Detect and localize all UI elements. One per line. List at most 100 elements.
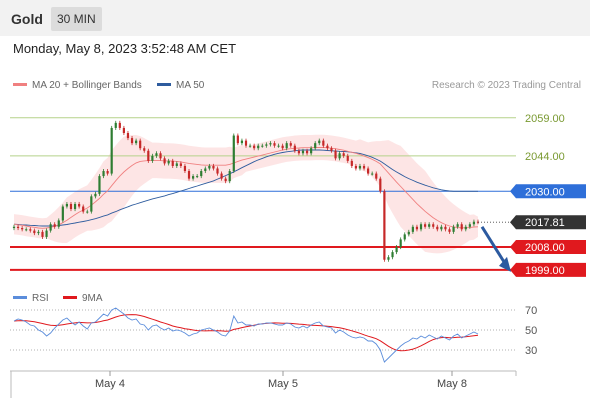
candle-body: [289, 143, 292, 146]
candle-body: [411, 226, 414, 232]
candle-body: [387, 257, 390, 260]
candle-body: [118, 122, 121, 128]
candle-body: [314, 143, 317, 149]
candle-body: [240, 140, 244, 144]
legend-swatch: [63, 295, 77, 299]
legend-label: RSI: [32, 293, 49, 304]
candle-body: [350, 160, 353, 166]
candle-body: [12, 226, 16, 229]
candle-body: [220, 173, 223, 179]
candle-body: [45, 230, 48, 237]
candle-body: [94, 193, 97, 197]
last-price-label: 2017.81: [525, 217, 565, 229]
forecast-arrow-head: [499, 256, 511, 272]
candle-body: [163, 158, 166, 164]
candle-body: [326, 145, 329, 149]
candle-body: [196, 176, 199, 178]
level-label-pivot: 2030.00: [525, 186, 565, 198]
candle-body: [200, 171, 203, 177]
candle-body: [49, 224, 52, 231]
candle-body: [167, 160, 170, 164]
candle-body: [468, 224, 471, 227]
candle-body: [261, 145, 264, 147]
candle-body: [342, 153, 345, 156]
candle-body: [208, 165, 211, 169]
candle-body: [436, 226, 439, 230]
legend-label: MA 20 + Bollinger Bands: [32, 80, 142, 91]
timeframe-badge[interactable]: 30 MIN: [51, 7, 102, 31]
candle-body: [265, 144, 268, 146]
candle-body: [253, 145, 256, 149]
candle-body: [228, 171, 231, 182]
candle-body: [285, 143, 288, 149]
candle-body: [448, 229, 451, 232]
forecast-arrow-shaft: [480, 225, 506, 263]
candle-body: [464, 226, 467, 230]
legend-swatch: [13, 295, 27, 299]
x-tick-label: May 8: [437, 378, 467, 390]
candle-body: [41, 231, 44, 237]
candle-body: [452, 226, 455, 232]
candle-body: [16, 226, 20, 229]
candle-body: [305, 150, 309, 154]
candle-body: [269, 143, 272, 145]
header-bar: Gold 30 MIN: [0, 0, 590, 36]
legend-swatch: [13, 82, 27, 86]
rsi-level-label: 30: [525, 345, 537, 357]
candle-body: [65, 203, 69, 207]
candle-body: [273, 143, 276, 146]
candle-body: [428, 224, 431, 227]
candle-body: [151, 155, 154, 161]
level-tag-support: [510, 262, 586, 277]
credit-text: Research © 2023 Trading Central: [431, 80, 581, 91]
level-label-support: 2008.00: [525, 242, 565, 254]
candle-body: [375, 173, 378, 179]
candle-body: [57, 220, 60, 227]
x-tick-label: May 4: [95, 378, 125, 390]
candle-body: [330, 148, 333, 151]
candle-body: [338, 153, 341, 159]
candle-body: [257, 145, 260, 149]
level-label-resistance: 2059.00: [525, 113, 565, 125]
x-tick-label: May 5: [268, 378, 298, 390]
instrument-title: Gold: [11, 11, 43, 27]
candle-body: [102, 171, 105, 177]
candle-body: [106, 171, 109, 174]
rsi-line: [13, 307, 479, 363]
candle-body: [395, 247, 398, 253]
ma50-line: [13, 149, 478, 227]
candle-body: [171, 160, 174, 166]
candle-body: [204, 168, 207, 172]
candle-body: [135, 140, 138, 144]
candle-body: [86, 211, 89, 213]
candle-body: [391, 252, 394, 258]
candle-body: [383, 191, 386, 260]
candle-body: [82, 206, 85, 212]
candle-body: [143, 148, 146, 151]
candle-body: [472, 221, 476, 225]
candle-body: [460, 224, 463, 230]
candle-body: [175, 163, 178, 166]
timestamp: Monday, May 8, 2023 3:52:48 AM CET: [13, 41, 237, 56]
candle-body: [301, 150, 305, 154]
candle-body: [191, 176, 195, 179]
candle-body: [155, 153, 158, 156]
legend-rsi: RSI: [13, 293, 49, 304]
candle-body: [318, 140, 321, 144]
candle-body: [53, 224, 56, 227]
candle-body: [456, 224, 459, 227]
candle-body: [130, 138, 134, 144]
candle-body: [379, 178, 382, 192]
candle-body: [187, 171, 191, 179]
candle-body: [37, 231, 40, 234]
candle-body: [21, 228, 24, 230]
candle-body: [334, 150, 337, 159]
candle-body: [440, 226, 443, 230]
candle-body: [419, 224, 423, 230]
level-tag-support: [510, 240, 586, 255]
candle-body: [444, 226, 447, 230]
candle-body: [403, 234, 406, 240]
candle-body: [122, 127, 125, 134]
candle-body: [33, 230, 36, 234]
